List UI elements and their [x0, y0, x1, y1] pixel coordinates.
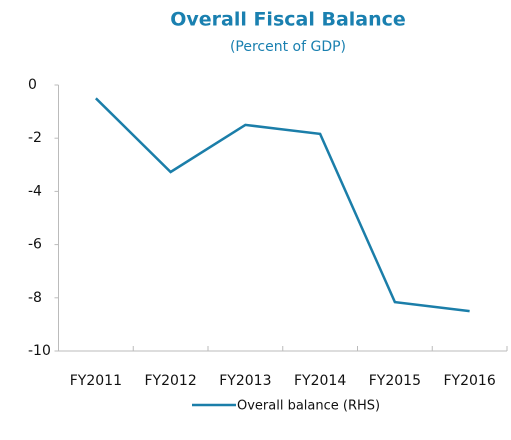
y-tick-label: -6 — [28, 237, 42, 253]
x-tick-label: FY2011 — [70, 373, 122, 389]
chart-subtitle: (Percent of GDP) — [230, 39, 346, 55]
x-tick-label: FY2015 — [369, 373, 421, 389]
series-line — [94, 97, 470, 313]
x-tick-label: FY2014 — [294, 373, 346, 389]
x-tick-label: FY2013 — [219, 373, 271, 389]
y-tick-label: -4 — [28, 183, 42, 199]
y-tick-label: 0 — [28, 77, 37, 93]
y-tick-label: -10 — [28, 343, 51, 359]
y-tick-label: -2 — [28, 130, 42, 146]
chart-title: Overall Fiscal Balance — [170, 9, 406, 31]
legend-label: Overall balance (RHS) — [237, 399, 380, 414]
y-tick-label: -8 — [28, 290, 42, 306]
x-tick-label: FY2016 — [444, 373, 496, 389]
x-tick-label: FY2012 — [145, 373, 197, 389]
